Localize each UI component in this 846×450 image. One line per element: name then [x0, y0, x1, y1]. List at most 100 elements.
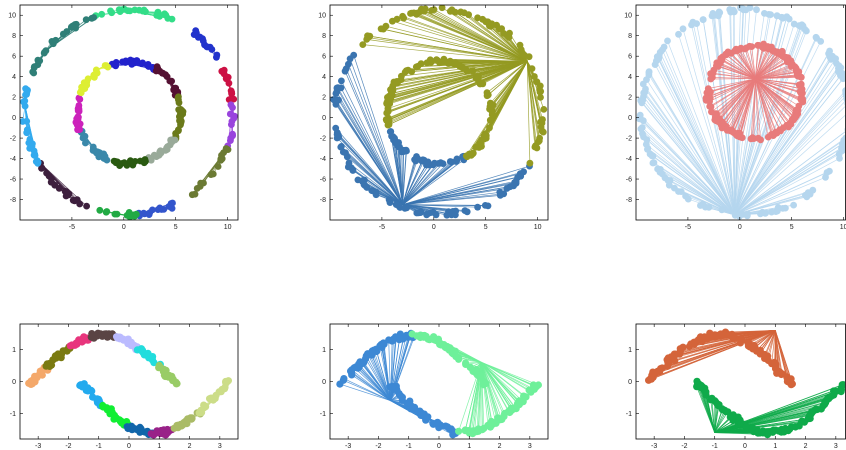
- data-point: [640, 89, 648, 97]
- data-point: [361, 182, 369, 189]
- edge-line: [755, 78, 769, 138]
- data-point: [435, 338, 443, 346]
- edge-line: [750, 78, 756, 139]
- data-point: [763, 431, 772, 439]
- data-point: [34, 56, 42, 64]
- edge-line: [710, 73, 756, 80]
- edge-line: [734, 176, 826, 216]
- data-point: [362, 352, 370, 360]
- y-tick-label: 6: [12, 54, 16, 61]
- data-point: [484, 202, 492, 210]
- data-point: [826, 53, 834, 61]
- edge-line: [705, 391, 716, 433]
- edge-line: [656, 56, 735, 216]
- data-point: [844, 127, 845, 132]
- data-point: [666, 177, 674, 184]
- y-tick-label: 2: [322, 95, 326, 102]
- data-point: [838, 69, 845, 77]
- x-tick-label: 2: [804, 443, 808, 450]
- data-point: [369, 187, 377, 195]
- edge-line: [734, 145, 845, 216]
- edge-line: [716, 65, 756, 80]
- edge-line: [337, 87, 404, 205]
- data-point: [113, 334, 122, 342]
- edge-line: [402, 204, 489, 207]
- x-tick-label: 2: [498, 443, 502, 450]
- edge-line: [339, 383, 391, 402]
- edge-line: [732, 10, 735, 215]
- edge-line: [755, 78, 759, 139]
- y-tick-label: 8: [322, 33, 326, 40]
- data-point: [400, 14, 408, 22]
- y-tick-label: 8: [12, 33, 16, 40]
- edge-line: [396, 60, 528, 82]
- data-point: [735, 46, 742, 54]
- plot-area: [25, 329, 232, 439]
- edge-line: [755, 72, 799, 80]
- data-point: [107, 7, 114, 15]
- data-point: [203, 43, 211, 51]
- data-point: [348, 366, 356, 374]
- edge-line: [714, 403, 825, 433]
- x-tick-label: 0: [127, 443, 131, 450]
- data-point: [842, 138, 845, 146]
- edge-line: [402, 186, 511, 205]
- edge-line: [755, 46, 772, 79]
- edge-line: [720, 62, 756, 80]
- y-tick-label: 0: [628, 379, 632, 386]
- chart-panel-bottom-right: -3 -2 -1 0 1 2 3 -1 0 1: [626, 323, 846, 450]
- data-point: [393, 15, 401, 23]
- x-tick-label: 5: [174, 224, 178, 231]
- data-point: [759, 44, 766, 51]
- data-point: [52, 354, 60, 362]
- edge-line: [362, 180, 403, 205]
- data-point: [403, 204, 411, 212]
- edge-line: [751, 46, 756, 79]
- edge-line: [755, 46, 769, 79]
- data-point: [701, 334, 709, 342]
- data-point: [212, 391, 220, 399]
- edge-line: [396, 18, 528, 62]
- data-point: [838, 381, 845, 389]
- data-point: [209, 170, 217, 178]
- data-point: [709, 10, 717, 17]
- edge-line: [719, 12, 735, 215]
- data-point: [103, 333, 111, 341]
- edge-line: [402, 150, 407, 205]
- data-point: [332, 90, 340, 97]
- data-point: [153, 153, 160, 161]
- edge-line: [335, 93, 403, 205]
- data-point: [452, 158, 460, 165]
- data-point: [726, 413, 734, 421]
- data-point: [688, 21, 695, 29]
- data-point: [740, 6, 747, 14]
- data-point: [368, 347, 376, 355]
- edge-line: [755, 61, 788, 80]
- data-point: [707, 103, 715, 111]
- data-point: [727, 8, 735, 16]
- data-point: [675, 30, 682, 38]
- data-point: [169, 199, 176, 207]
- data-point: [837, 64, 845, 72]
- data-point: [126, 157, 134, 165]
- y-tick-label: -8: [626, 197, 632, 204]
- edge-line: [716, 78, 756, 122]
- edge-line: [488, 61, 528, 96]
- data-point: [783, 58, 791, 66]
- data-point: [177, 121, 184, 129]
- y-tick-label: 10: [318, 13, 326, 20]
- plot-frame: [19, 4, 239, 221]
- edge-line: [402, 193, 504, 205]
- data-point: [95, 150, 102, 158]
- data-point: [764, 43, 772, 50]
- data-point: [534, 381, 543, 389]
- edge-line: [383, 342, 391, 401]
- data-point: [139, 59, 147, 67]
- plot-area: [645, 328, 845, 439]
- data-point: [350, 51, 358, 59]
- data-point: [342, 149, 349, 157]
- data-point: [411, 156, 418, 164]
- data-point: [432, 211, 440, 219]
- edge-line: [648, 72, 735, 216]
- data-point: [31, 152, 39, 160]
